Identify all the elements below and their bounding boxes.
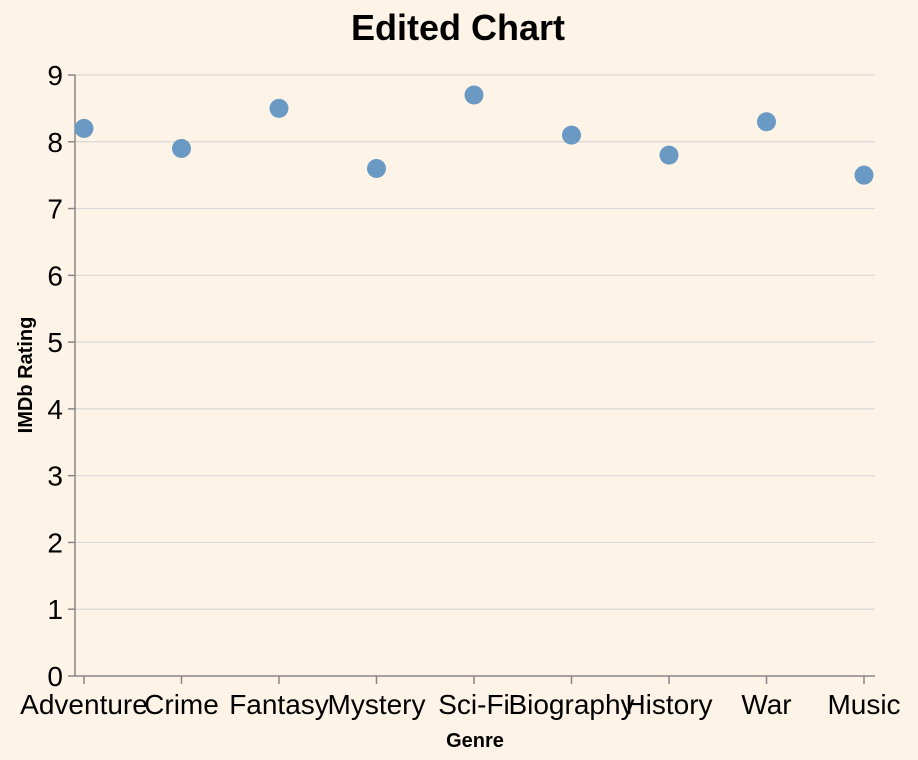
x-tick-label: Fantasy	[229, 689, 329, 720]
y-tick-label: 5	[47, 327, 63, 358]
y-tick-label: 0	[47, 661, 63, 692]
data-point	[172, 138, 191, 158]
x-tick-label: War	[741, 689, 791, 720]
y-tick-label: 8	[47, 127, 63, 158]
y-tick-label: 9	[47, 60, 63, 91]
data-point	[757, 112, 776, 132]
x-tick-label: Adventure	[20, 689, 148, 720]
data-point	[367, 158, 386, 178]
x-tick-label: Crime	[144, 689, 219, 720]
data-point	[74, 118, 94, 138]
data-point	[854, 165, 874, 185]
data-points	[74, 85, 874, 185]
y-tick-label: 6	[47, 260, 63, 291]
chart-title: Edited Chart	[351, 7, 565, 48]
y-tick-label: 3	[47, 461, 63, 492]
x-tick-label: History	[625, 689, 712, 720]
grid-lines	[75, 74, 875, 610]
x-tick-label: Music	[827, 689, 900, 720]
x-tick-label: Biography	[508, 689, 634, 720]
data-point	[464, 85, 484, 105]
y-tick-label: 4	[47, 394, 63, 425]
data-point	[269, 98, 289, 118]
x-axis-title: Genre	[446, 730, 504, 752]
y-tick-label: 2	[47, 527, 63, 558]
data-point	[562, 125, 581, 145]
y-axis-ticks: 0 1 2 3 4 5 6 7 8 9	[47, 60, 75, 692]
axes	[74, 75, 875, 677]
y-axis-title: IMDb Rating	[15, 317, 37, 434]
y-tick-label: 1	[47, 594, 63, 625]
x-tick-label: Mystery	[328, 689, 426, 720]
y-tick-label: 7	[47, 194, 63, 225]
x-tick-label: Sci-Fi	[438, 689, 510, 720]
data-point	[659, 145, 679, 165]
